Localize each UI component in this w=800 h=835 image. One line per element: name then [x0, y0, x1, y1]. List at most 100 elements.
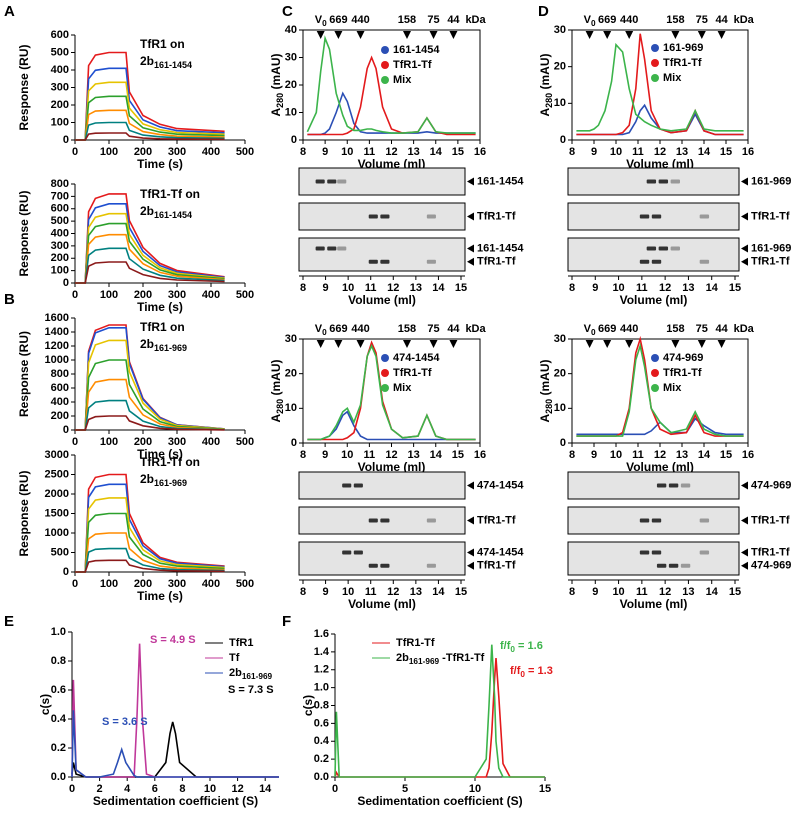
- x-tick-label: 300: [168, 146, 186, 158]
- data-line: [75, 399, 225, 431]
- marker-triangle: [603, 31, 612, 39]
- gel-lane-label: TfR1-Tf: [477, 256, 516, 268]
- chart-title: TfR1-Tf on: [140, 187, 200, 201]
- y-tick-label: 400: [51, 396, 69, 408]
- gel-strip: [298, 237, 466, 272]
- gel-x-tick-label: 14: [432, 282, 445, 294]
- x-tick-label: 4: [124, 783, 131, 795]
- x-tick-label: 16: [742, 146, 754, 158]
- subscript: 0: [510, 645, 515, 654]
- gel-x-tick-label: 13: [410, 282, 422, 294]
- gel-lane-label: 474-969: [751, 560, 791, 572]
- y-tick-label: 200: [51, 99, 69, 111]
- gel-x-tick-label: 8: [300, 586, 306, 598]
- x-tick-label: 8: [300, 146, 306, 158]
- gel-band: [315, 246, 325, 251]
- x-tick-label: 13: [676, 449, 688, 461]
- y-tick-label: 1500: [45, 507, 69, 519]
- gel-band: [699, 214, 710, 219]
- panel-letter: D: [538, 3, 549, 20]
- y-tick-label: 30: [285, 51, 297, 63]
- y-tick-label: 0.6: [314, 717, 329, 729]
- gel-arrow: [741, 212, 748, 221]
- y-tick-label: 1.0: [51, 626, 66, 638]
- legend-dot: [381, 369, 389, 377]
- y-tick-label: 20: [554, 368, 566, 380]
- y-tick-label: 0: [63, 277, 69, 289]
- y-axis-label: A280 (mAU): [538, 53, 554, 116]
- gel-x-tick-label: 14: [706, 282, 719, 294]
- gel-x-tick-label: 13: [410, 586, 422, 598]
- gel-band: [368, 518, 378, 523]
- gel-x-tick-label: 12: [387, 282, 399, 294]
- marker-label: 44: [447, 323, 460, 335]
- text-part: 440: [620, 14, 638, 26]
- x-tick-label: 0: [72, 578, 78, 590]
- data-line: [576, 342, 744, 437]
- marker-triangle: [334, 31, 343, 39]
- x-tick-label: 11: [632, 449, 644, 461]
- marker-triangle: [717, 31, 726, 39]
- gel-arrow: [467, 257, 474, 266]
- gel-x-axis-label: Volume (ml): [348, 597, 416, 611]
- marker-triangle: [585, 340, 594, 348]
- subscript: 280: [275, 399, 285, 414]
- text-part: (mAU): [269, 359, 283, 398]
- marker-triangle: [402, 31, 411, 39]
- marker-label: 440: [620, 14, 638, 26]
- gel-arrow: [741, 481, 748, 490]
- legend-dot: [651, 354, 659, 362]
- text-part: 44: [447, 323, 460, 335]
- x-tick-label: 400: [202, 578, 220, 590]
- annotation: f/f0 = 1.3: [510, 665, 553, 679]
- text-part: V: [315, 323, 323, 335]
- text-part: 44: [715, 323, 728, 335]
- data-line: [334, 644, 545, 778]
- x-tick-label: 300: [168, 578, 186, 590]
- y-tick-label: 0.0: [314, 771, 329, 783]
- x-tick-label: 14: [259, 783, 272, 795]
- chart-title: 2b161-1454: [140, 204, 192, 220]
- gel-band: [699, 550, 710, 555]
- legend-dot: [651, 384, 659, 392]
- x-tick-label: 12: [654, 146, 666, 158]
- marker-triangle: [717, 340, 726, 348]
- legend-dot: [651, 369, 659, 377]
- marker-label: 669: [329, 323, 347, 335]
- y-tick-label: 0: [560, 134, 566, 146]
- text-part: 158: [666, 14, 684, 26]
- data-line: [75, 132, 225, 141]
- x-tick-label: 200: [134, 289, 152, 301]
- marker-triangle: [402, 340, 411, 348]
- marker-triangle: [316, 31, 325, 39]
- legend-label: TfR1: [229, 637, 253, 649]
- y-tick-label: 500: [51, 546, 69, 558]
- y-axis-label: A280 (mAU): [538, 359, 554, 422]
- text-part: S = 7.3 S: [228, 684, 274, 696]
- gel-arrow: [741, 548, 748, 557]
- data-line: [75, 512, 225, 573]
- gel-x-tick-label: 13: [682, 282, 694, 294]
- gel-arrow: [467, 244, 474, 253]
- subscript: 280: [275, 93, 285, 108]
- gel-lane-label: TfR1-Tf: [477, 514, 516, 526]
- y-tick-label: 100: [51, 116, 69, 128]
- x-tick-label: 14: [430, 146, 443, 158]
- gel-lane-label: 161-969: [751, 242, 791, 254]
- annotation: S = 4.9 S: [150, 634, 196, 646]
- x-tick-label: 5: [402, 783, 408, 795]
- gel-x-tick-label: 9: [323, 586, 329, 598]
- marker-label: V0: [584, 323, 596, 337]
- x-tick-label: 9: [591, 146, 597, 158]
- text-part: 440: [351, 323, 369, 335]
- text-part: 75: [427, 14, 439, 26]
- gel-lane-label: TfR1-Tf: [751, 514, 790, 526]
- legend-label: 161-1454: [393, 44, 440, 56]
- gel-x-tick-label: 11: [636, 586, 648, 598]
- marker-label: 669: [598, 323, 616, 335]
- panel-letter: E: [4, 613, 14, 630]
- text-part: Response (RU): [17, 331, 31, 417]
- text-part: TfR1-Tf: [396, 637, 435, 649]
- chart-title: 2b161-1454: [140, 54, 192, 70]
- gel-arrow: [467, 561, 474, 570]
